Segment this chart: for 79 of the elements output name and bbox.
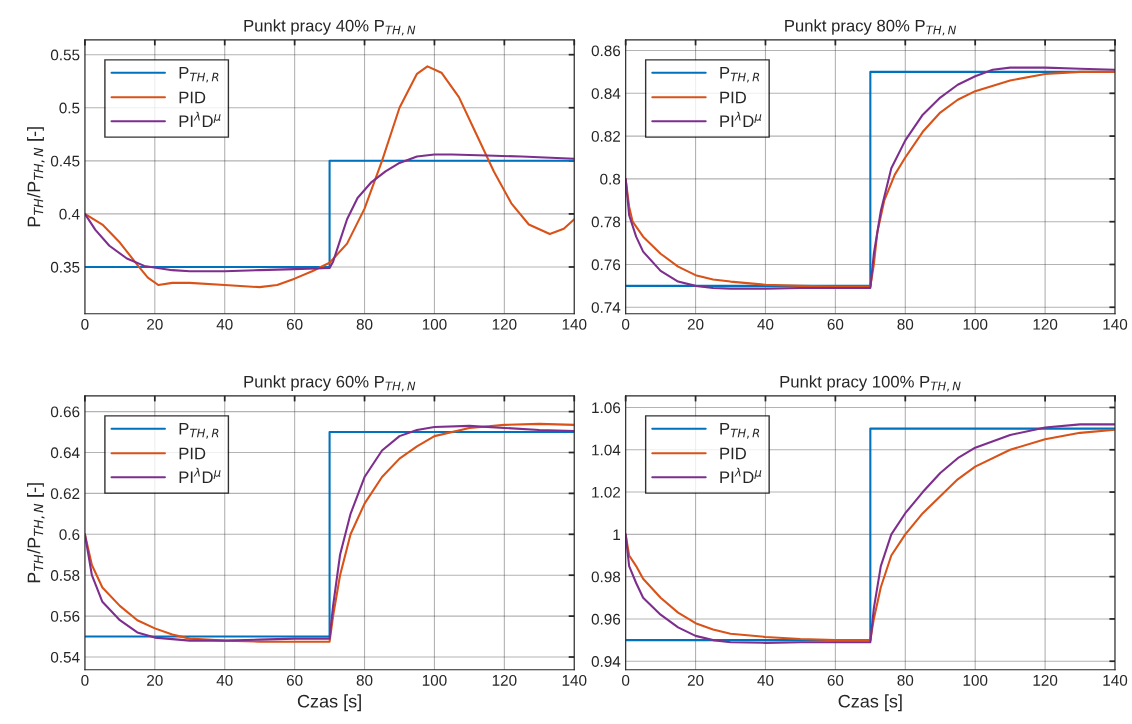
x-tick-label: 0 — [622, 318, 630, 330]
legend-label: PID — [720, 91, 746, 104]
x-tick-label: 120 — [1033, 318, 1058, 330]
x-axis-title: Czas [s] — [297, 694, 361, 712]
y-tick-label: 1.02 — [592, 486, 621, 498]
x-axis-title: Czas [s] — [838, 694, 902, 712]
y-tick-label: 0.55 — [50, 49, 80, 61]
legend-label: PI$^{λ}$D$^{μ}$ — [720, 467, 762, 483]
x-tick-label: 40 — [216, 318, 233, 330]
legend-label: PID — [179, 91, 206, 104]
x-tick-label: 140 — [562, 318, 587, 330]
legend-label: PID — [179, 447, 206, 460]
legend-label: PI$^{λ}$D$^{μ}$ — [720, 111, 762, 127]
legend-label: PID — [720, 447, 746, 460]
x-tick-label: 20 — [147, 318, 163, 330]
y-tick-label: 0.96 — [591, 613, 621, 625]
y-tick-label: 0.64 — [50, 447, 80, 459]
x-tick-label: 140 — [1103, 318, 1128, 330]
x-tick-label: 80 — [897, 674, 914, 686]
x-tick-label: 120 — [492, 674, 517, 686]
y-tick-label: 0.35 — [50, 261, 80, 273]
x-tick-label: 80 — [356, 674, 373, 686]
y-tick-label: 0.62 — [50, 488, 80, 500]
chart-title: Punkt pracy 80% P$_{TH,N}$ — [785, 19, 957, 36]
x-tick-label: 60 — [286, 318, 303, 330]
y-tick-label: 0.74 — [591, 302, 621, 313]
legend-label: PI$^{λ}$D$^{μ}$ — [179, 111, 221, 127]
x-tick-label: 80 — [897, 318, 914, 330]
x-tick-label: 100 — [963, 318, 988, 330]
x-tick-label: 0 — [622, 674, 630, 686]
x-tick-label: 100 — [422, 674, 447, 686]
legend-label: P$_{TH,R}$ — [720, 67, 760, 83]
line-series — [84, 65, 575, 289]
x-tick-label: 20 — [687, 674, 704, 686]
chart-title: Punkt pracy 100% P$_{TH,N}$ — [780, 375, 961, 392]
chart-title: Punkt pracy 40% P$_{TH,N}$ — [244, 19, 416, 36]
x-tick-label: 60 — [827, 318, 844, 330]
y-tick-label: 0.66 — [50, 406, 80, 418]
y-tick-label: 0.82 — [591, 130, 621, 142]
x-tick-label: 40 — [757, 318, 774, 330]
y-axis-title: P$_{TH}$/P$_{TH,N}$ [-] — [27, 483, 45, 583]
y-axis-title: P$_{TH}$/P$_{TH,N}$ [-] — [27, 127, 45, 227]
x-tick-label: 80 — [356, 318, 373, 330]
y-tick-label: 1.04 — [592, 444, 621, 456]
legend-label: P$_{TH,R}$ — [179, 67, 219, 83]
x-tick-label: 60 — [286, 674, 303, 686]
y-tick-label: 0.8 — [600, 173, 621, 185]
x-tick-label: 40 — [216, 674, 233, 686]
y-tick-label: 0.76 — [591, 259, 621, 271]
x-tick-label: 120 — [492, 318, 517, 330]
y-tick-label: 0.6 — [59, 529, 80, 540]
y-tick-label: 0.56 — [50, 610, 80, 622]
x-tick-label: 20 — [687, 318, 704, 330]
y-tick-label: 0.78 — [591, 216, 621, 228]
x-tick-label: 0 — [81, 318, 89, 330]
y-tick-label: 0.4 — [59, 208, 80, 220]
y-tick-label: 1.06 — [592, 402, 621, 414]
y-tick-label: 0.86 — [591, 45, 621, 57]
x-tick-label: 100 — [422, 318, 447, 330]
y-tick-label: 0.98 — [591, 571, 621, 583]
y-tick-label: 0.84 — [591, 88, 621, 99]
legend-label: PI$^{λ}$D$^{μ}$ — [179, 467, 221, 483]
y-tick-label: 0.5 — [59, 102, 80, 114]
x-tick-label: 40 — [757, 674, 774, 686]
legend-label: P$_{TH,R}$ — [720, 423, 760, 439]
legend-label: P$_{TH,R}$ — [179, 423, 219, 439]
x-tick-label: 0 — [81, 674, 89, 686]
y-tick-label: 0.94 — [591, 656, 621, 667]
x-tick-label: 120 — [1033, 674, 1058, 686]
y-tick-label: 0.54 — [50, 651, 80, 663]
chart-title: Punkt pracy 60% P$_{TH,N}$ — [244, 375, 416, 392]
y-tick-label: 0.58 — [50, 570, 80, 581]
y-tick-label: 0.45 — [50, 155, 80, 167]
x-tick-label: 140 — [1103, 674, 1128, 686]
y-tick-label: 1 — [613, 529, 621, 540]
x-tick-label: 100 — [963, 674, 988, 686]
x-tick-label: 20 — [147, 674, 163, 686]
x-tick-label: 140 — [562, 674, 587, 686]
x-tick-label: 60 — [827, 674, 844, 686]
